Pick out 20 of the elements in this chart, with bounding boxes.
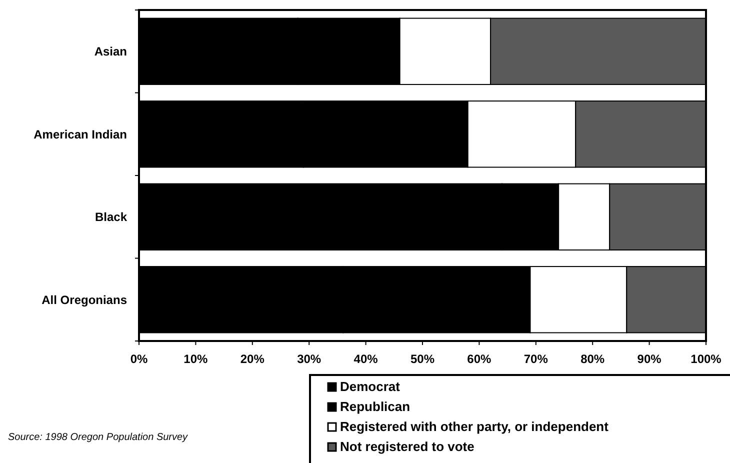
y-tick-label: Black <box>94 210 128 224</box>
x-tick-label: 100% <box>690 352 722 366</box>
x-tick-label: 0% <box>130 352 148 366</box>
x-tick-label: 10% <box>184 352 208 366</box>
legend-label: Democrat <box>340 379 401 394</box>
x-tick-label: 60% <box>467 352 492 366</box>
x-tick-label: 40% <box>354 352 378 366</box>
y-tick-label: All Oregonians <box>42 292 128 307</box>
y-tick-label: American Indian <box>34 127 127 142</box>
x-tick-label: 20% <box>240 352 265 366</box>
x-tick-label: 50% <box>410 352 435 366</box>
y-tick-label: Asian <box>94 44 127 59</box>
x-tick-label: 80% <box>580 352 605 366</box>
legend-label: Not registered to vote <box>340 439 474 454</box>
x-tick-label: 30% <box>297 352 322 366</box>
source-note: Source: 1998 Oregon Population Survey <box>8 432 189 443</box>
legend-label: Registered with other party, or independent <box>340 419 610 434</box>
x-tick-label: 70% <box>524 352 548 366</box>
legend-label: Republican <box>340 399 410 414</box>
x-tick-label: 90% <box>637 352 662 366</box>
